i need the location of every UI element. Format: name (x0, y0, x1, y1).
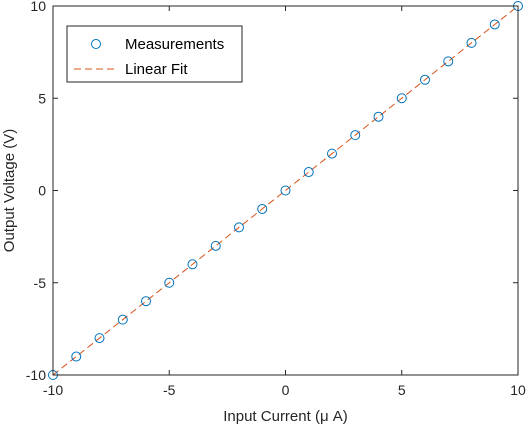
y-tick-label: -5 (34, 275, 47, 291)
measurement-point (350, 130, 361, 141)
y-tick-label: 10 (30, 0, 46, 14)
measurement-point (443, 56, 454, 67)
y-axis-label: Output Voltage (V) (1, 129, 18, 252)
measurement-point (210, 240, 221, 251)
x-axis-label: Input Current (μ A) (223, 408, 348, 425)
measurement-point (373, 111, 384, 122)
x-tick-label: -5 (163, 382, 176, 398)
measurement-point (396, 93, 407, 104)
legend-label-measurements: Measurements (125, 36, 224, 53)
legend-marker-measurements (91, 39, 101, 49)
measurement-point (280, 185, 291, 196)
x-tick-label: -10 (43, 382, 63, 398)
measurement-point (420, 74, 430, 85)
y-tick-label: 0 (38, 183, 46, 199)
measurement-point (141, 296, 151, 307)
measurement-point (117, 314, 128, 325)
measurement-point (234, 222, 244, 233)
tick-layer: -10 -5 0 5 10 -10 -5 0 5 10 (26, 0, 526, 398)
measurement-point (187, 259, 198, 270)
measurement-point (327, 148, 337, 159)
measurement-point (71, 351, 82, 362)
measurement-point (94, 333, 105, 344)
measurement-point (303, 167, 314, 178)
measurement-point (257, 203, 268, 214)
x-tick-label: 10 (510, 382, 526, 398)
legend: Measurements Linear Fit (66, 25, 243, 83)
measurement-point (489, 19, 500, 30)
x-tick-label: 5 (398, 382, 406, 398)
measurement-point (164, 277, 175, 288)
legend-label-linear-fit: Linear Fit (125, 61, 188, 78)
measurement-point (466, 37, 477, 48)
y-tick-label: 5 (38, 90, 46, 106)
legend-box (66, 25, 243, 83)
y-tick-label: -10 (26, 367, 46, 383)
marker-layer (48, 1, 523, 380)
x-tick-label: 0 (282, 382, 290, 398)
